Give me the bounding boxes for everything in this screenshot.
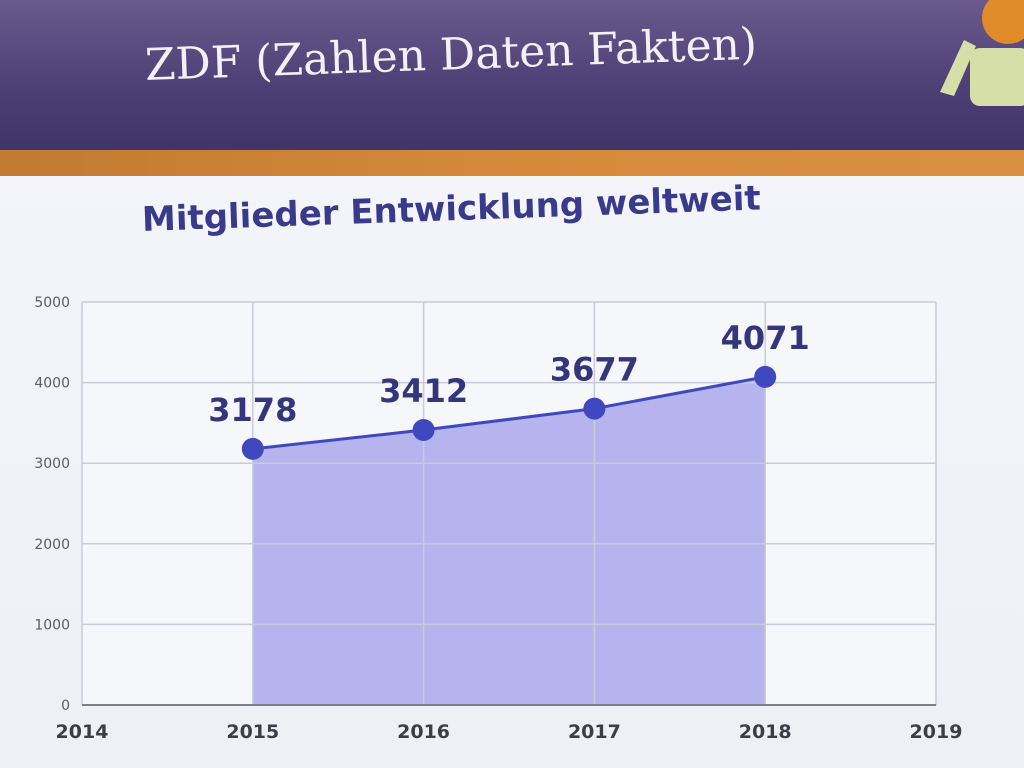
data-point bbox=[241, 437, 264, 460]
y-tick-label: 5000 bbox=[34, 295, 70, 311]
x-tick-label: 2015 bbox=[226, 721, 279, 743]
y-tick-label: 0 bbox=[61, 698, 70, 714]
x-tick-label: 2014 bbox=[56, 721, 109, 743]
presenter-logo-icon bbox=[940, 0, 1024, 106]
data-point bbox=[412, 418, 435, 441]
y-tick-label: 3000 bbox=[34, 456, 70, 472]
area-fill bbox=[252, 376, 766, 705]
data-label: 3178 bbox=[208, 391, 297, 429]
data-point bbox=[754, 365, 777, 388]
data-point bbox=[583, 397, 606, 420]
x-tick-label: 2019 bbox=[910, 721, 963, 743]
x-tick-label: 2016 bbox=[397, 721, 450, 743]
y-tick-label: 1000 bbox=[34, 617, 70, 633]
x-tick-label: 2018 bbox=[739, 721, 792, 743]
data-label: 4071 bbox=[721, 319, 810, 357]
slide-header bbox=[0, 0, 1024, 150]
data-label: 3677 bbox=[550, 351, 639, 389]
data-label: 3412 bbox=[379, 372, 468, 410]
y-tick-label: 2000 bbox=[34, 537, 70, 553]
accent-stripe bbox=[0, 150, 1024, 176]
y-tick-label: 4000 bbox=[34, 376, 70, 392]
series-line bbox=[252, 375, 766, 451]
x-tick-label: 2017 bbox=[568, 721, 621, 743]
